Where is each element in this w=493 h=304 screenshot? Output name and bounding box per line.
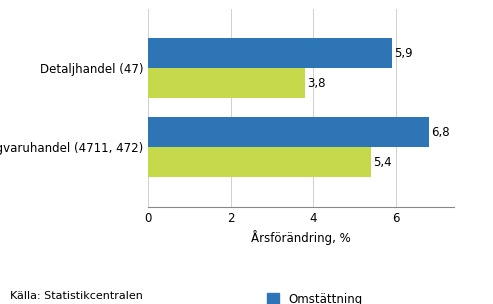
Text: 5,9: 5,9 [394, 47, 413, 60]
Text: 5,4: 5,4 [373, 156, 392, 169]
Bar [148, 68, 305, 98]
X-axis label: Årsförändring, %: Årsförändring, % [251, 230, 351, 245]
Bar [148, 38, 391, 68]
Text: 3,8: 3,8 [307, 77, 326, 90]
Text: Källa: Statistikcentralen: Källa: Statistikcentralen [10, 291, 143, 301]
Bar [148, 147, 371, 178]
Bar [148, 117, 429, 147]
Text: 6,8: 6,8 [431, 126, 450, 139]
Legend: Omstättning, Försäljningsvolym: Omstättning, Försäljningsvolym [263, 288, 400, 304]
